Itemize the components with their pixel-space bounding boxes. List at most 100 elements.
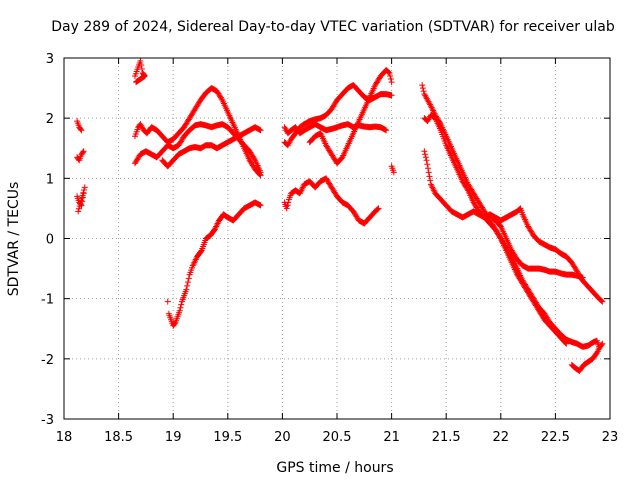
data-point [80,148,87,155]
data-point [419,82,426,89]
x-tick-label: 21.5 [432,430,461,445]
data-point [374,206,381,213]
data-point [390,169,397,176]
data-point [184,279,191,286]
series-track-n [421,112,570,347]
x-tick-label: 19 [165,430,182,445]
series-track-l [306,67,397,176]
data-point [78,197,85,204]
data-point [421,148,428,155]
data-point [78,195,85,202]
data-point [133,78,140,85]
y-tick-label: -3 [41,413,54,428]
y-tick-label: -1 [41,293,54,308]
series-track-h [164,199,264,329]
data-point [80,189,87,196]
data-point [375,205,382,212]
data-point [176,307,183,314]
data-point [563,340,570,347]
data-point [285,199,292,206]
data-point [81,184,88,191]
data-point [497,234,504,241]
data-point [218,95,225,102]
x-tick-label: 19.5 [213,430,242,445]
data-point [420,88,427,95]
y-tick-label: -2 [41,353,54,368]
data-point [424,161,431,168]
data-point [388,92,395,99]
series-track-c [74,184,88,215]
series-track-g [159,124,264,170]
data-point [464,186,471,193]
x-tick-label: 18 [56,430,73,445]
data-point [385,69,392,76]
data-point [75,208,82,215]
data-point [423,157,430,164]
x-tick-label: 21 [383,430,400,445]
data-point [178,301,185,308]
data-point [79,149,86,156]
grid [64,58,610,419]
data-point [562,339,569,346]
data-point [425,165,431,172]
data-point [599,340,606,347]
series-track-j [281,82,395,149]
series-track-a [74,118,85,134]
data-point [184,282,191,289]
data-point [251,155,258,162]
data-point [78,127,85,134]
data-point [422,154,429,161]
y-axis-label: SDTVAR / TECUs [6,182,22,297]
series-track-o [421,148,606,305]
x-tick-label: 22 [493,430,510,445]
x-axis-label: GPS time / hours [276,460,393,476]
series-track-k [281,175,382,227]
y-tick-label: 2 [46,112,54,127]
series-track-b [74,148,87,164]
data-point [138,62,145,69]
data-point [387,73,394,80]
data-point [383,127,390,134]
axis-ticks: 18 18.5 19 19.5 20 20.5 21 21.5 22 22.5 23-3-2-101… [41,52,618,445]
data-point [138,66,145,73]
data-point [419,85,426,92]
data-point [77,126,84,133]
data-point [79,192,86,199]
x-tick-label: 20 [274,430,291,445]
y-tick-label: 1 [46,172,54,187]
data-layer [74,58,606,374]
data-point [137,58,144,65]
data-point [284,202,291,209]
x-tick-label: 20.5 [323,430,352,445]
data-point [77,200,84,207]
data-point [426,173,433,180]
data-point [579,274,586,281]
y-tick-label: 3 [46,52,54,67]
x-tick-label: 23 [602,430,619,445]
data-point [598,341,605,348]
data-point [257,202,264,209]
data-point [387,76,394,83]
data-point [185,275,192,282]
data-point [257,169,264,176]
data-point [177,304,184,311]
data-point [183,286,190,293]
data-point [422,151,429,158]
series-track-q [568,340,606,374]
data-point [164,298,171,305]
data-point [598,297,605,304]
data-point [425,169,432,176]
x-tick-label: 18.5 [104,430,133,445]
data-point [75,205,82,212]
data-point [197,248,204,255]
data-point [81,187,88,194]
data-point [133,79,140,86]
data-point [427,177,434,184]
data-point [257,127,264,134]
series-track-f [131,121,264,176]
series-track-d [131,58,148,86]
series-track-p [486,211,586,281]
x-tick-label: 22.5 [541,430,570,445]
data-point [210,227,217,234]
